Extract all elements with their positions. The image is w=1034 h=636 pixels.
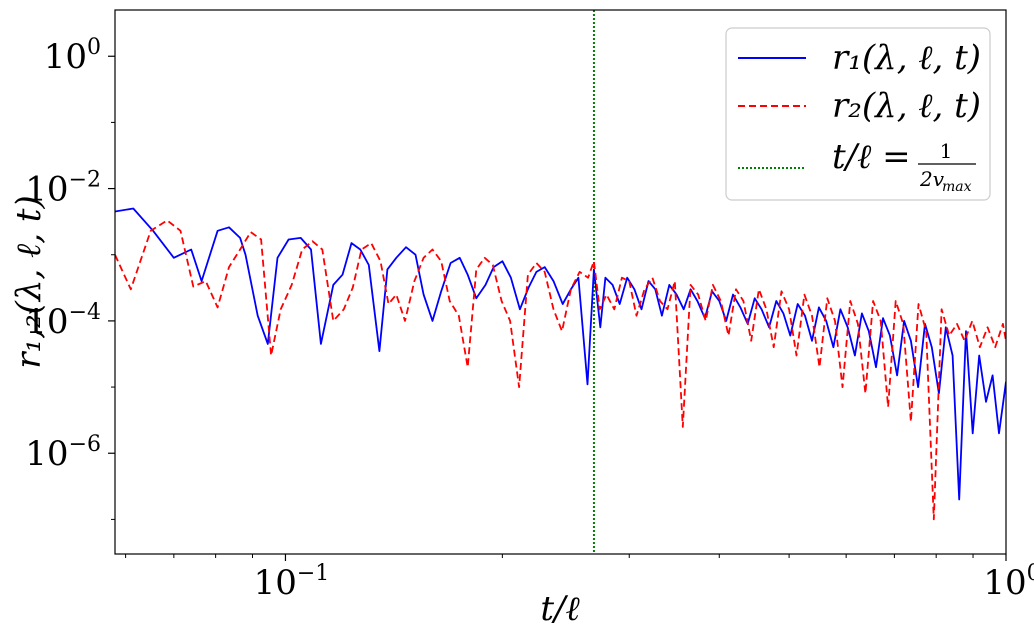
legend-frac-den: 2v: [919, 167, 945, 191]
legend-label-r1: r₁(λ, ℓ, t): [832, 38, 981, 78]
legend: r₁(λ, ℓ, t) r₂(λ, ℓ, t) t/ℓ = 1 2v max: [725, 27, 991, 201]
plot-frame: [114, 9, 1007, 555]
legend-frac-num: 1: [940, 139, 953, 163]
legend-label-r2: r₂(λ, ℓ, t): [832, 86, 981, 126]
y-tick-label: 10−2: [25, 168, 101, 210]
y-tick-label: 10−6: [25, 432, 101, 474]
series-line-r2: [115, 219, 1006, 521]
y-tick-label: 10−4: [25, 300, 101, 342]
y-tick-label: 100: [44, 35, 101, 77]
legend-box: [725, 27, 991, 201]
x-tick-label: 100: [983, 561, 1034, 603]
x-tick-label: 10−1: [254, 561, 330, 603]
series-line-r1: [115, 207, 1006, 501]
y-axis-label: r₁,₂(λ, ℓ, t): [9, 195, 49, 368]
legend-label-vline: t/ℓ =: [832, 137, 911, 177]
x-axis-label: t/ℓ: [540, 589, 579, 629]
legend-frac-sub: max: [942, 179, 972, 195]
